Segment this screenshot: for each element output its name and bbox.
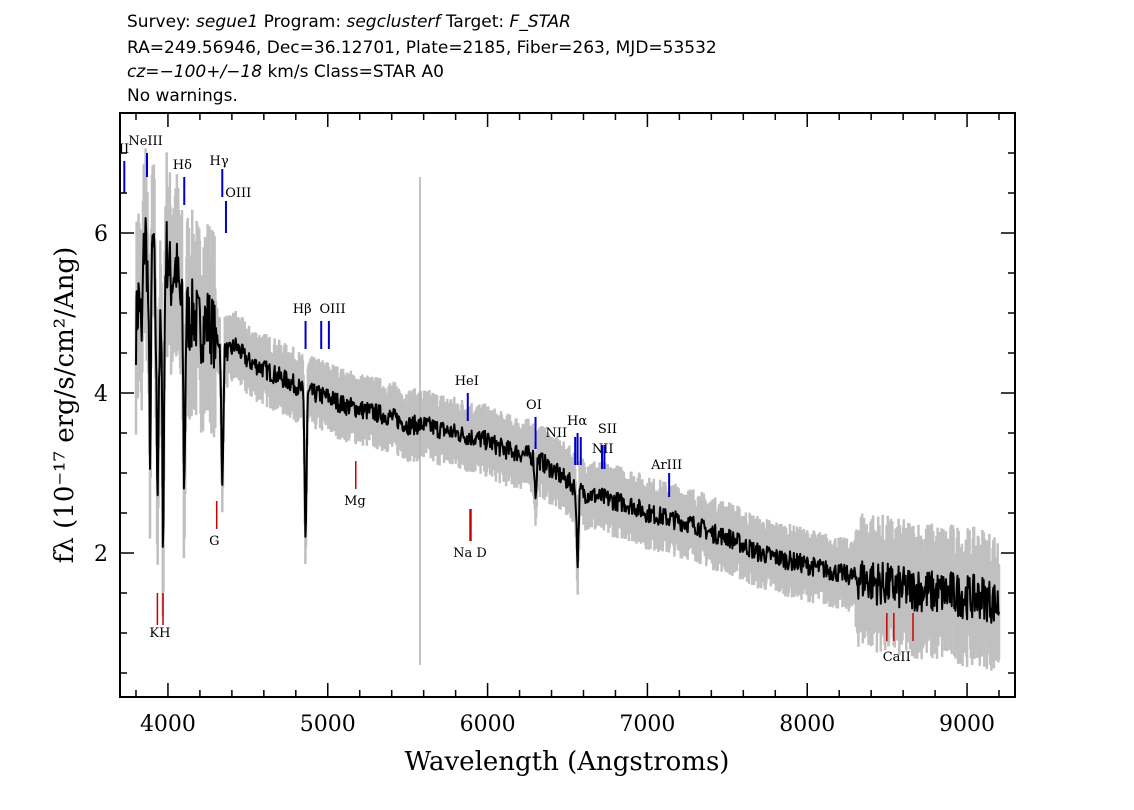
y-tick-label: 2 bbox=[94, 542, 108, 567]
line-label: Hγ bbox=[210, 154, 229, 169]
line-label: Mg bbox=[344, 494, 366, 509]
line-label: OIII bbox=[225, 186, 251, 201]
line-label: SII bbox=[598, 422, 617, 437]
x-tick-label: 5000 bbox=[300, 712, 356, 737]
line-label: OIII bbox=[320, 302, 346, 317]
line-label: ArIII bbox=[650, 458, 682, 473]
plot-frame bbox=[119, 112, 1016, 698]
line-label: Hδ bbox=[173, 158, 192, 173]
flux-series bbox=[135, 217, 1000, 624]
y-axis-title: fλ (10⁻¹⁷ erg/s/cm²/Ang) bbox=[50, 247, 80, 563]
header-line-warnings: No warnings. bbox=[127, 86, 238, 106]
x-tick-label: 9000 bbox=[939, 712, 995, 737]
program-label: Program: bbox=[263, 12, 342, 32]
header-line-coordinates: RA=249.56946, Dec=36.12701, Plate=2185, … bbox=[127, 38, 717, 58]
target-value: F_STAR bbox=[509, 12, 571, 32]
x-tick-label: 7000 bbox=[619, 712, 675, 737]
line-label: NeIII bbox=[128, 134, 162, 149]
line-label: HeI bbox=[455, 374, 479, 389]
y-tick-label: 6 bbox=[94, 222, 108, 247]
class-value: km/s Class=STAR A0 bbox=[262, 62, 444, 82]
survey-label: Survey: bbox=[127, 12, 191, 32]
line-label: OI bbox=[526, 398, 542, 413]
line-label: KH bbox=[149, 626, 170, 641]
target-label: Target: bbox=[445, 12, 505, 32]
line-label: Na D bbox=[453, 546, 487, 561]
line-label: NII bbox=[545, 426, 567, 441]
survey-value: segue1 bbox=[196, 12, 259, 32]
x-tick-label: 8000 bbox=[779, 712, 835, 737]
line-label: NII bbox=[592, 442, 614, 457]
line-label: Hα bbox=[567, 414, 587, 429]
program-value: segclusterf bbox=[346, 12, 441, 32]
y-tick-label: 4 bbox=[94, 382, 108, 407]
x-tick-label: 4000 bbox=[140, 712, 196, 737]
x-axis: 4000 5000 6000 7000 8000 9000 bbox=[135, 113, 1000, 737]
line-label: CaII bbox=[883, 650, 911, 665]
x-axis-title: Wavelength (Angstroms) bbox=[405, 747, 730, 777]
flux-line bbox=[135, 217, 1000, 624]
cz-value: cz=−100+/−18 bbox=[127, 62, 263, 82]
header-line-survey: Survey: segue1 Program: segclusterf Targ… bbox=[127, 12, 571, 32]
y-axis: 2 4 6 bbox=[94, 152, 1015, 674]
line-label: Hβ bbox=[293, 302, 312, 317]
header-line-redshift: cz=−100+/−18 km/s Class=STAR A0 bbox=[127, 62, 444, 82]
line-label: G bbox=[209, 534, 219, 549]
x-tick-label: 6000 bbox=[460, 712, 516, 737]
line-label: II bbox=[119, 142, 129, 157]
